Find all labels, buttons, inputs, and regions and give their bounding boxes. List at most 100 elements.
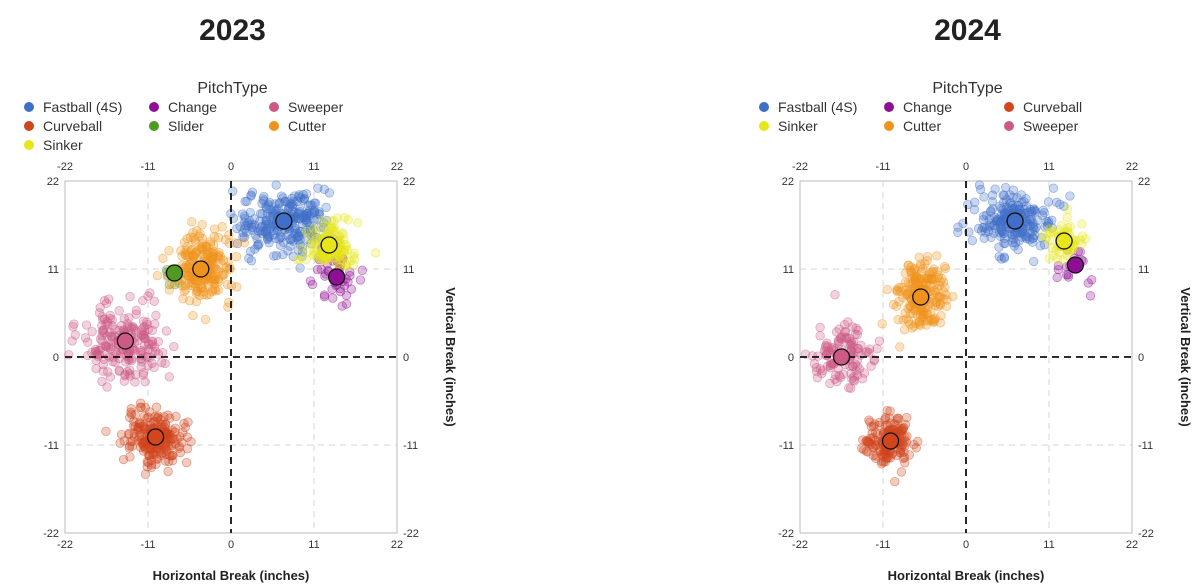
legend-item-sinker[interactable]: Sinker (759, 117, 884, 135)
legend-swatch (269, 121, 279, 131)
data-point-fastball-4s (271, 180, 281, 190)
data-point-curveball (889, 419, 900, 429)
mean-marker-cutter[interactable] (192, 260, 210, 278)
data-point-sinker (343, 215, 353, 225)
data-point-sweeper (815, 331, 825, 341)
x-axis-title: Horizontal Break (inches) (888, 568, 1045, 583)
data-point-sinker (294, 254, 305, 265)
legend-label: Cutter (288, 118, 327, 134)
mean-marker-cutter[interactable] (912, 288, 930, 306)
mean-marker-sweeper[interactable] (116, 332, 135, 350)
legend-item-fastball-4s[interactable]: Fastball (4S) (759, 98, 884, 116)
data-point-curveball (167, 456, 178, 466)
legend-item-change[interactable]: Change (149, 98, 269, 116)
data-point-change (345, 271, 355, 281)
data-point-fastball-4s (1048, 183, 1059, 193)
mean-marker-curveball[interactable] (146, 428, 165, 446)
data-point-fastball-4s (249, 214, 260, 224)
data-point-fastball-4s (1043, 197, 1054, 207)
data-point-fastball-4s (271, 204, 282, 215)
legend-item-fastball-4s[interactable]: Fastball (4S) (24, 98, 149, 116)
mean-marker-change[interactable] (327, 268, 346, 286)
data-point-sinker (371, 248, 381, 258)
data-point-sweeper (812, 366, 822, 377)
data-point-sweeper (83, 337, 93, 347)
mean-marker-fastball-4s[interactable] (275, 212, 293, 230)
mean-marker-curveball[interactable] (881, 432, 900, 450)
data-point-sinker (1052, 254, 1063, 264)
data-point-fastball-4s (1007, 229, 1017, 239)
data-point-cutter (221, 263, 231, 273)
data-point-sweeper (834, 371, 845, 381)
y-tick-label-left: -11 (44, 440, 59, 452)
data-point-cutter (191, 297, 202, 307)
data-point-curveball (143, 457, 153, 468)
legend-item-sweeper[interactable]: Sweeper (269, 98, 379, 116)
data-point-cutter (882, 284, 892, 295)
data-point-cutter (200, 314, 211, 325)
data-point-fastball-4s (974, 180, 985, 190)
data-point-cutter (910, 273, 920, 284)
data-point-cutter (897, 282, 907, 292)
data-point-change (1063, 270, 1073, 280)
legend-item-sweeper[interactable]: Sweeper (1004, 117, 1114, 135)
mean-marker-sweeper[interactable] (832, 348, 851, 366)
x-tick-label-top: -22 (792, 161, 808, 173)
data-point-curveball (126, 404, 136, 414)
mean-marker-sinker[interactable] (1055, 232, 1073, 250)
legend-item-curveball[interactable]: Curveball (24, 117, 149, 135)
legend-item-change[interactable]: Change (884, 98, 1004, 116)
data-point-change (327, 284, 337, 294)
data-point-sinker (302, 247, 312, 257)
data-point-sinker (307, 238, 318, 248)
data-point-fastball-4s (321, 202, 331, 212)
y-tick-label-right: 22 (403, 176, 415, 188)
data-point-cutter (928, 289, 938, 299)
data-point-fastball-4s (987, 190, 998, 200)
mean-marker-slider[interactable] (165, 264, 184, 282)
data-point-sweeper (844, 383, 854, 393)
data-point-sweeper (131, 305, 142, 316)
y-tick-label-right: -22 (403, 528, 419, 540)
mean-marker-fastball-4s[interactable] (1006, 212, 1024, 230)
data-point-sweeper (97, 336, 107, 346)
data-point-cutter (164, 285, 174, 295)
data-point-curveball (174, 441, 185, 452)
data-point-sweeper (830, 290, 840, 300)
data-point-cutter (177, 251, 187, 261)
data-point-cutter (915, 320, 926, 330)
legend-item-sinker[interactable]: Sinker (24, 136, 149, 154)
chart-title: 2023 (199, 14, 266, 47)
y-tick-label-right: 11 (403, 264, 414, 276)
data-point-sweeper (91, 363, 101, 374)
data-point-cutter (187, 217, 197, 227)
data-point-cutter (891, 301, 901, 311)
legend-item-cutter[interactable]: Cutter (269, 117, 379, 135)
data-point-change (337, 301, 347, 311)
y-tick-label-right: -11 (403, 440, 418, 452)
data-point-cutter (211, 286, 221, 296)
data-point-fastball-4s (294, 231, 305, 241)
data-point-sweeper (164, 372, 174, 382)
data-point-curveball (180, 422, 190, 433)
mean-marker-change[interactable] (1066, 256, 1085, 274)
legend-item-slider[interactable]: Slider (149, 117, 269, 135)
data-point-sweeper (70, 330, 80, 340)
mean-marker-sinker[interactable] (320, 236, 338, 254)
legend-item-curveball[interactable]: Curveball (1004, 98, 1114, 116)
y-tick-label-right: -22 (1138, 528, 1154, 540)
data-point-sweeper (131, 309, 141, 319)
legend-title: PitchType (932, 80, 1003, 97)
data-point-sweeper (846, 368, 856, 379)
data-point-sweeper (848, 322, 858, 332)
data-point-change (1075, 247, 1085, 257)
legend-item-cutter[interactable]: Cutter (884, 117, 1004, 135)
data-point-cutter (923, 302, 933, 312)
data-point-change (1085, 291, 1096, 301)
y-tick-label-left: -11 (779, 440, 794, 452)
data-point-sweeper (125, 291, 135, 302)
data-point-fastball-4s (1042, 217, 1052, 227)
x-tick-label-bottom: -22 (792, 539, 808, 551)
